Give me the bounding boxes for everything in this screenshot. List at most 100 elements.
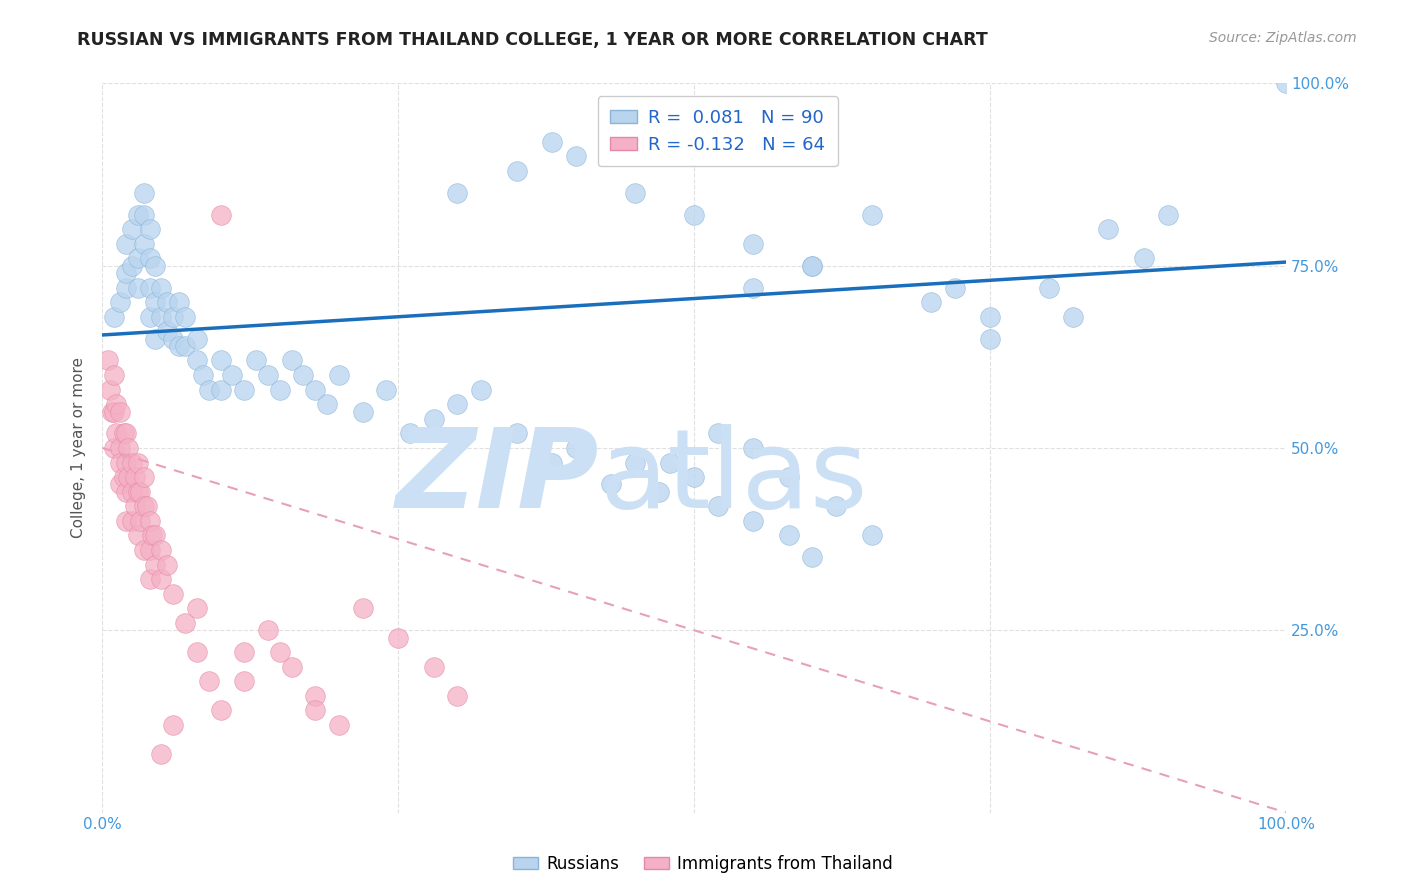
Point: [564, 149, 586, 163]
Point: [145, 558, 167, 572]
Point: [1062, 310, 1084, 324]
Point: [132, 186, 155, 200]
Point: [167, 339, 190, 353]
Point: [647, 484, 669, 499]
Point: [1038, 280, 1060, 294]
Point: [801, 259, 824, 273]
Point: [778, 528, 800, 542]
Point: [186, 601, 208, 615]
Legend: R =  0.081   N = 90, R = -0.132   N = 64: R = 0.081 N = 90, R = -0.132 N = 64: [598, 96, 838, 167]
Point: [328, 368, 350, 382]
Point: [138, 543, 160, 558]
Point: [167, 295, 190, 310]
Point: [352, 404, 374, 418]
Point: [245, 353, 267, 368]
Point: [505, 164, 527, 178]
Point: [316, 397, 339, 411]
Point: [145, 332, 167, 346]
Point: [742, 441, 765, 455]
Point: [174, 310, 197, 324]
Point: [446, 186, 468, 200]
Point: [103, 441, 125, 455]
Text: atlas: atlas: [599, 424, 868, 531]
Point: [375, 383, 398, 397]
Point: [979, 310, 1001, 324]
Point: [352, 601, 374, 615]
Point: [825, 500, 848, 514]
Point: [150, 310, 173, 324]
Point: [138, 252, 160, 266]
Point: [132, 208, 155, 222]
Point: [150, 280, 173, 294]
Point: [115, 514, 138, 528]
Point: [191, 368, 214, 382]
Point: [115, 236, 138, 251]
Legend: Russians, Immigrants from Thailand: Russians, Immigrants from Thailand: [506, 848, 900, 880]
Point: [124, 500, 146, 514]
Point: [209, 383, 232, 397]
Point: [174, 615, 197, 630]
Point: [186, 645, 208, 659]
Point: [1133, 252, 1156, 266]
Point: [541, 135, 564, 149]
Point: [132, 236, 155, 251]
Point: [186, 353, 208, 368]
Point: [186, 332, 208, 346]
Point: [115, 484, 138, 499]
Point: [742, 514, 765, 528]
Point: [1156, 208, 1178, 222]
Point: [399, 426, 422, 441]
Point: [422, 412, 444, 426]
Point: [304, 689, 326, 703]
Point: [209, 353, 232, 368]
Point: [121, 456, 143, 470]
Point: [132, 500, 155, 514]
Text: RUSSIAN VS IMMIGRANTS FROM THAILAND COLLEGE, 1 YEAR OR MORE CORRELATION CHART: RUSSIAN VS IMMIGRANTS FROM THAILAND COLL…: [77, 31, 988, 49]
Point: [127, 456, 149, 470]
Point: [1275, 77, 1298, 91]
Point: [541, 456, 564, 470]
Point: [124, 470, 146, 484]
Point: [304, 383, 326, 397]
Point: [706, 426, 728, 441]
Point: [801, 550, 824, 565]
Point: [100, 404, 122, 418]
Point: [121, 222, 143, 236]
Point: [97, 353, 120, 368]
Point: [564, 441, 586, 455]
Point: [505, 426, 527, 441]
Point: [121, 484, 143, 499]
Point: [150, 543, 173, 558]
Point: [162, 332, 184, 346]
Point: [860, 208, 883, 222]
Point: [600, 477, 623, 491]
Point: [162, 718, 184, 732]
Point: [138, 280, 160, 294]
Point: [121, 514, 143, 528]
Point: [108, 441, 131, 455]
Point: [624, 456, 647, 470]
Point: [108, 295, 131, 310]
Point: [112, 426, 135, 441]
Point: [233, 674, 256, 689]
Point: [138, 572, 160, 586]
Point: [132, 543, 155, 558]
Point: [129, 514, 152, 528]
Point: [156, 324, 179, 338]
Point: [117, 441, 139, 455]
Y-axis label: College, 1 year or more: College, 1 year or more: [72, 358, 86, 539]
Point: [127, 252, 149, 266]
Point: [920, 295, 942, 310]
Point: [132, 470, 155, 484]
Point: [742, 236, 765, 251]
Point: [115, 456, 138, 470]
Point: [233, 645, 256, 659]
Point: [292, 368, 315, 382]
Point: [1097, 222, 1119, 236]
Point: [138, 310, 160, 324]
Point: [209, 208, 232, 222]
Point: [108, 477, 131, 491]
Point: [446, 397, 468, 411]
Point: [138, 222, 160, 236]
Point: [115, 266, 138, 280]
